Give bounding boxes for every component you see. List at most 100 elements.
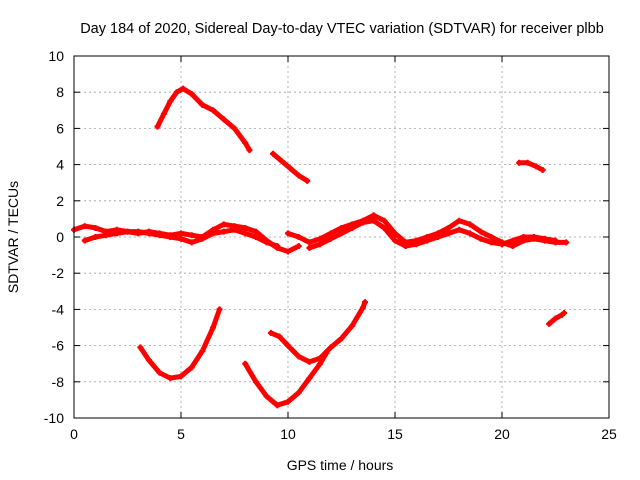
data-point — [274, 243, 281, 250]
data-point — [103, 232, 110, 239]
data-point — [199, 235, 206, 242]
data-point — [295, 389, 302, 396]
data-point — [359, 304, 366, 311]
data-point — [381, 217, 388, 224]
data-point — [509, 237, 516, 244]
data-point — [135, 228, 142, 235]
data-point — [413, 241, 420, 248]
data-point — [516, 159, 523, 166]
data-point — [210, 107, 217, 114]
data-point — [220, 221, 227, 228]
data-point — [242, 360, 249, 367]
data-point — [306, 375, 313, 382]
data-point — [278, 157, 285, 164]
data-point — [488, 239, 495, 246]
x-tick-label: 0 — [70, 426, 78, 442]
data-point — [167, 98, 174, 105]
data-point — [287, 165, 294, 172]
data-point — [317, 355, 324, 362]
data-point — [285, 248, 291, 255]
y-tick-label: 6 — [56, 120, 64, 136]
y-tick-label: 4 — [56, 157, 64, 173]
data-point — [124, 228, 131, 235]
data-point — [509, 243, 516, 250]
y-tick-label: 0 — [56, 229, 64, 245]
data-point — [178, 230, 184, 237]
data-point — [392, 230, 398, 237]
x-tick-label: 5 — [177, 426, 185, 442]
data-point — [210, 230, 217, 237]
y-tick-label: -8 — [52, 374, 65, 390]
data-point — [445, 224, 452, 231]
data-point — [466, 221, 473, 228]
data-point — [285, 230, 291, 237]
data-point — [276, 333, 283, 340]
data-point — [424, 237, 431, 244]
data-point — [306, 239, 313, 246]
data-layer — [71, 85, 570, 409]
data-point — [338, 335, 345, 342]
data-point — [267, 329, 274, 336]
series-arc-near-zero-a — [71, 221, 302, 254]
data-point — [113, 230, 120, 237]
x-tick-label: 25 — [601, 426, 617, 442]
data-point — [199, 101, 206, 108]
data-point — [531, 234, 538, 240]
data-point — [156, 369, 163, 376]
data-point — [263, 239, 270, 246]
y-tick-label: 2 — [56, 193, 64, 209]
data-point — [242, 139, 249, 146]
data-point — [210, 324, 217, 331]
y-tick-label: -6 — [52, 338, 65, 354]
x-tick-label: 10 — [280, 426, 296, 442]
series-arc-lower-3 — [268, 299, 368, 365]
data-point — [252, 234, 259, 240]
data-point — [370, 217, 377, 224]
data-point — [295, 353, 302, 360]
data-point — [524, 159, 531, 166]
data-point — [561, 310, 568, 317]
data-point — [167, 234, 174, 240]
data-point — [499, 241, 505, 248]
data-point — [349, 322, 356, 329]
data-point — [520, 234, 527, 240]
data-point — [246, 147, 253, 154]
data-point — [552, 315, 559, 322]
data-point — [154, 123, 161, 130]
data-point — [541, 235, 548, 242]
y-tick-label: 10 — [48, 48, 64, 64]
data-point — [539, 167, 546, 174]
data-point — [563, 239, 570, 246]
data-point — [392, 237, 398, 244]
data-point — [178, 373, 184, 380]
data-point — [137, 344, 144, 351]
data-point — [445, 230, 452, 237]
data-point — [216, 306, 223, 313]
data-point — [434, 234, 441, 240]
data-point — [552, 237, 559, 244]
data-point — [242, 230, 249, 237]
y-tick-label: -10 — [44, 410, 64, 426]
data-point — [145, 230, 152, 237]
data-point — [81, 223, 88, 230]
y-tick-label: 8 — [56, 84, 64, 100]
data-point — [327, 235, 334, 242]
data-point — [349, 224, 356, 231]
y-tick-label: -4 — [52, 301, 65, 317]
data-point — [317, 241, 324, 248]
data-point — [306, 244, 313, 251]
data-point — [252, 228, 259, 235]
data-point — [81, 237, 88, 244]
data-point — [327, 230, 334, 237]
chart-title: Day 184 of 2020, Sidereal Day-to-day VTE… — [80, 21, 604, 37]
data-point — [167, 375, 174, 382]
data-point — [173, 89, 180, 96]
data-point — [359, 219, 366, 226]
data-point — [546, 320, 553, 327]
x-tick-label: 20 — [494, 426, 510, 442]
series-arc-lower-1 — [137, 306, 222, 381]
data-point — [252, 378, 259, 385]
data-point — [295, 234, 302, 240]
data-point — [370, 212, 377, 219]
data-point — [533, 163, 540, 170]
